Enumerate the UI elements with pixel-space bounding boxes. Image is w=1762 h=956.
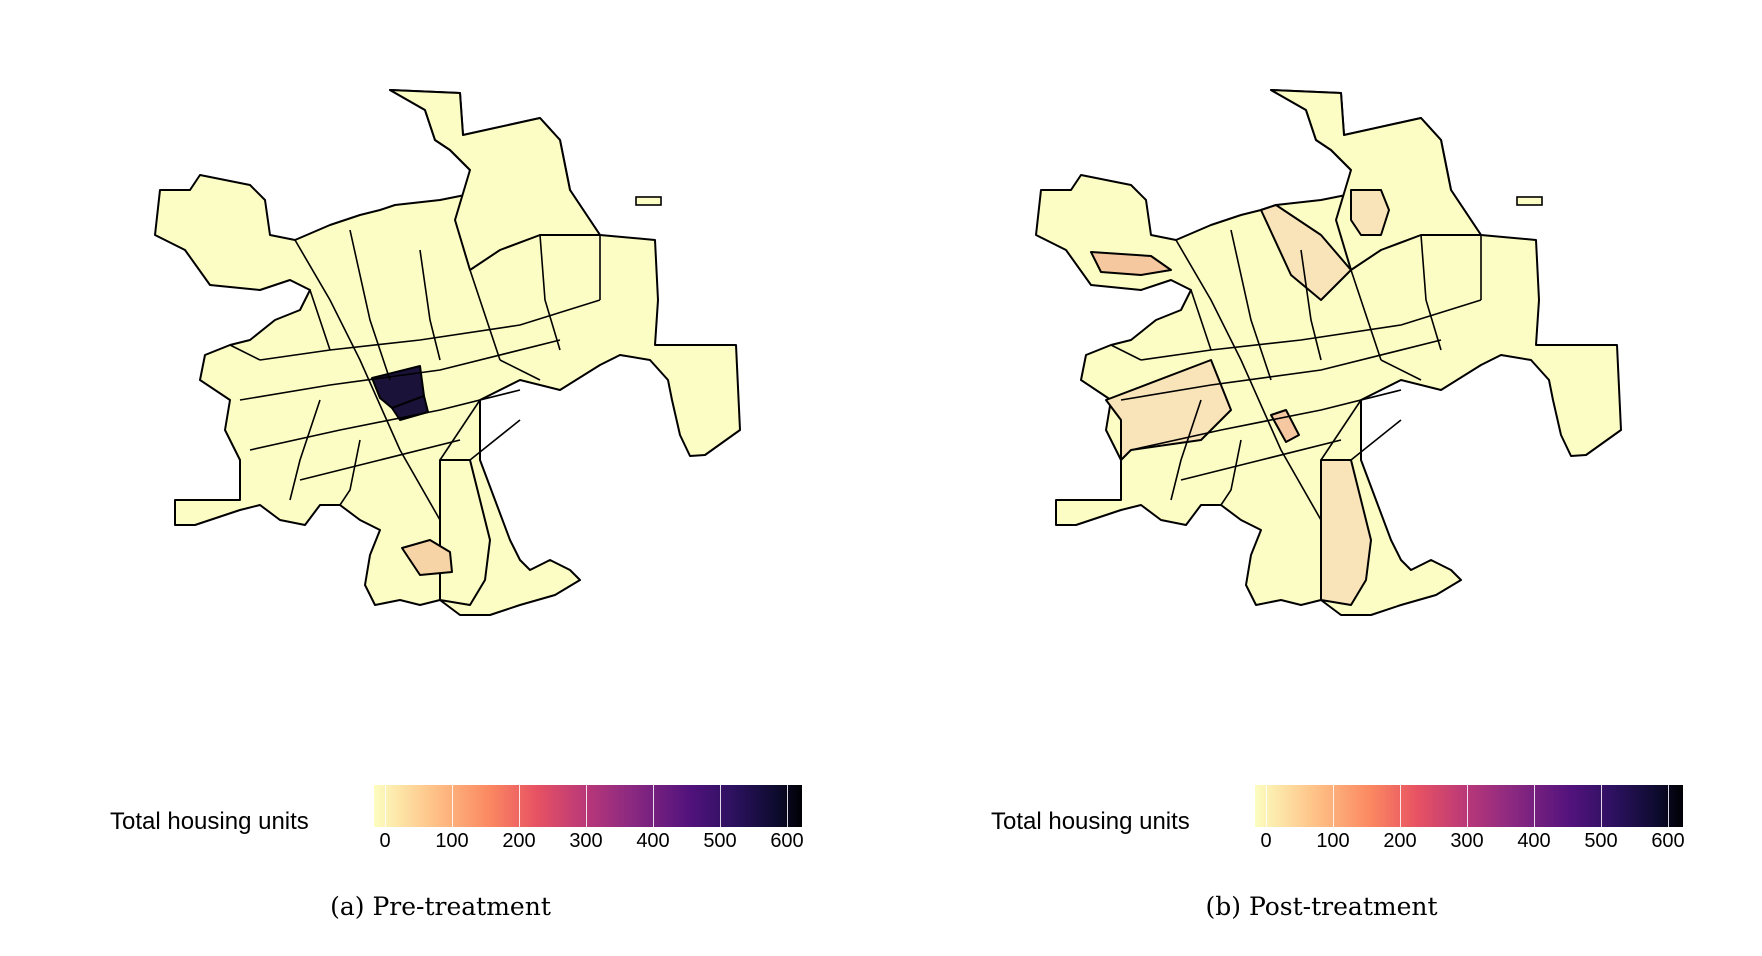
legend-tick-label: 600 bbox=[1651, 830, 1685, 852]
legend-tick-label: 300 bbox=[569, 830, 603, 852]
tract-north bbox=[389, 89, 601, 271]
legend-tick-label: 0 bbox=[1260, 830, 1272, 852]
tract-boundaries bbox=[1110, 229, 1482, 521]
small-tract bbox=[635, 196, 662, 206]
legend-tick-label: 100 bbox=[435, 830, 469, 852]
legend-title: Total housing units bbox=[991, 808, 1190, 835]
map-panel-pre: Total housing units 0 100 200 300 400 50… bbox=[0, 89, 881, 921]
tract-boundaries bbox=[229, 229, 601, 521]
color-legend-post: Total housing units 0 100 200 300 400 50… bbox=[881, 770, 1762, 860]
color-legend-pre: Total housing units 0 100 200 300 400 50… bbox=[0, 770, 881, 860]
tract-region bbox=[1035, 89, 1622, 616]
choropleth-map-post bbox=[1035, 89, 1622, 616]
tract-north-inner bbox=[1350, 189, 1390, 236]
tract-light bbox=[401, 539, 453, 576]
choropleth-map-pre bbox=[154, 89, 741, 616]
tract-south bbox=[1320, 459, 1372, 606]
legend-colorbar bbox=[374, 785, 802, 827]
legend-tick-label: 100 bbox=[1316, 830, 1350, 852]
legend-tick-label: 300 bbox=[1450, 830, 1484, 852]
legend-colorbar bbox=[1255, 785, 1683, 827]
tract-northwest bbox=[1090, 251, 1172, 276]
legend-tick-label: 200 bbox=[1383, 830, 1417, 852]
legend-tick-label: 0 bbox=[379, 830, 391, 852]
map-panel-post: Total housing units 0 100 200 300 400 50… bbox=[881, 0, 1762, 956]
small-tract bbox=[1516, 196, 1543, 206]
legend-tick-label: 400 bbox=[1517, 830, 1551, 852]
tract-region bbox=[154, 89, 741, 616]
city-outline bbox=[154, 89, 741, 616]
figure-caption: (b) Post-treatment bbox=[1205, 892, 1438, 921]
legend-title: Total housing units bbox=[110, 808, 309, 835]
figure-caption: (a) Pre-treatment bbox=[330, 892, 551, 921]
legend-tick-label: 400 bbox=[636, 830, 670, 852]
legend-tick-label: 600 bbox=[770, 830, 804, 852]
legend-tick-label: 500 bbox=[703, 830, 737, 852]
tract-north bbox=[1270, 89, 1482, 271]
legend-tick-label: 200 bbox=[502, 830, 536, 852]
city-outline bbox=[1035, 89, 1622, 616]
legend-tick-label: 500 bbox=[1584, 830, 1618, 852]
